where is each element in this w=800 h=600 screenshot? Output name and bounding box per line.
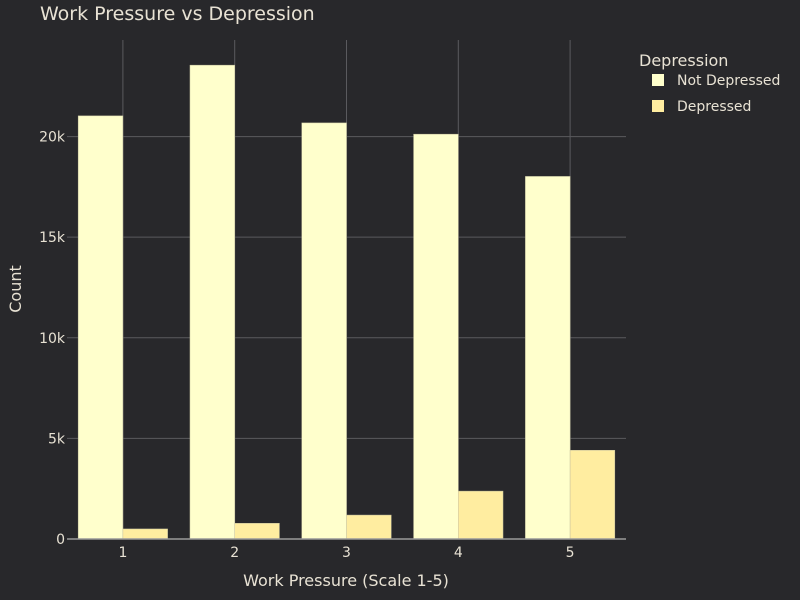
x-tick-label: 4 <box>454 545 463 561</box>
x-tick-label: 2 <box>230 545 239 561</box>
bars <box>77 64 616 540</box>
x-tick-label: 3 <box>342 545 351 561</box>
y-tick-label: 0 <box>56 532 65 548</box>
bar-depressed <box>346 514 392 540</box>
bar-not-depressed <box>525 176 571 540</box>
x-tick-label: 5 <box>566 545 575 561</box>
bar-not-depressed <box>189 64 235 540</box>
legend-label: Not Depressed <box>677 73 780 89</box>
bar-not-depressed <box>413 133 459 540</box>
bar-not-depressed <box>301 122 347 540</box>
legend-swatch <box>652 74 664 86</box>
x-axis-label: Work Pressure (Scale 1-5) <box>243 571 449 590</box>
legend-label: Depressed <box>677 99 751 115</box>
bar-depressed <box>569 450 616 540</box>
y-tick-label: 15k <box>39 230 66 246</box>
bar-not-depressed <box>77 115 124 540</box>
chart-title: Work Pressure vs Depression <box>40 3 315 25</box>
bar-depressed <box>122 528 168 540</box>
legend: Depression Not Depressed Depressed <box>639 51 780 115</box>
bar-depressed <box>458 490 504 540</box>
y-axis-label: Count <box>6 265 25 313</box>
y-tick-label: 5k <box>48 431 66 447</box>
axes: 0 5k 10k 15k 20k 1 2 3 4 5 <box>39 130 626 561</box>
y-tick-label: 10k <box>39 331 66 347</box>
y-tick-label: 20k <box>39 130 66 146</box>
legend-swatch <box>652 100 664 112</box>
legend-title: Depression <box>639 51 728 70</box>
x-tick-label: 1 <box>118 545 127 561</box>
bar-depressed <box>234 523 280 540</box>
